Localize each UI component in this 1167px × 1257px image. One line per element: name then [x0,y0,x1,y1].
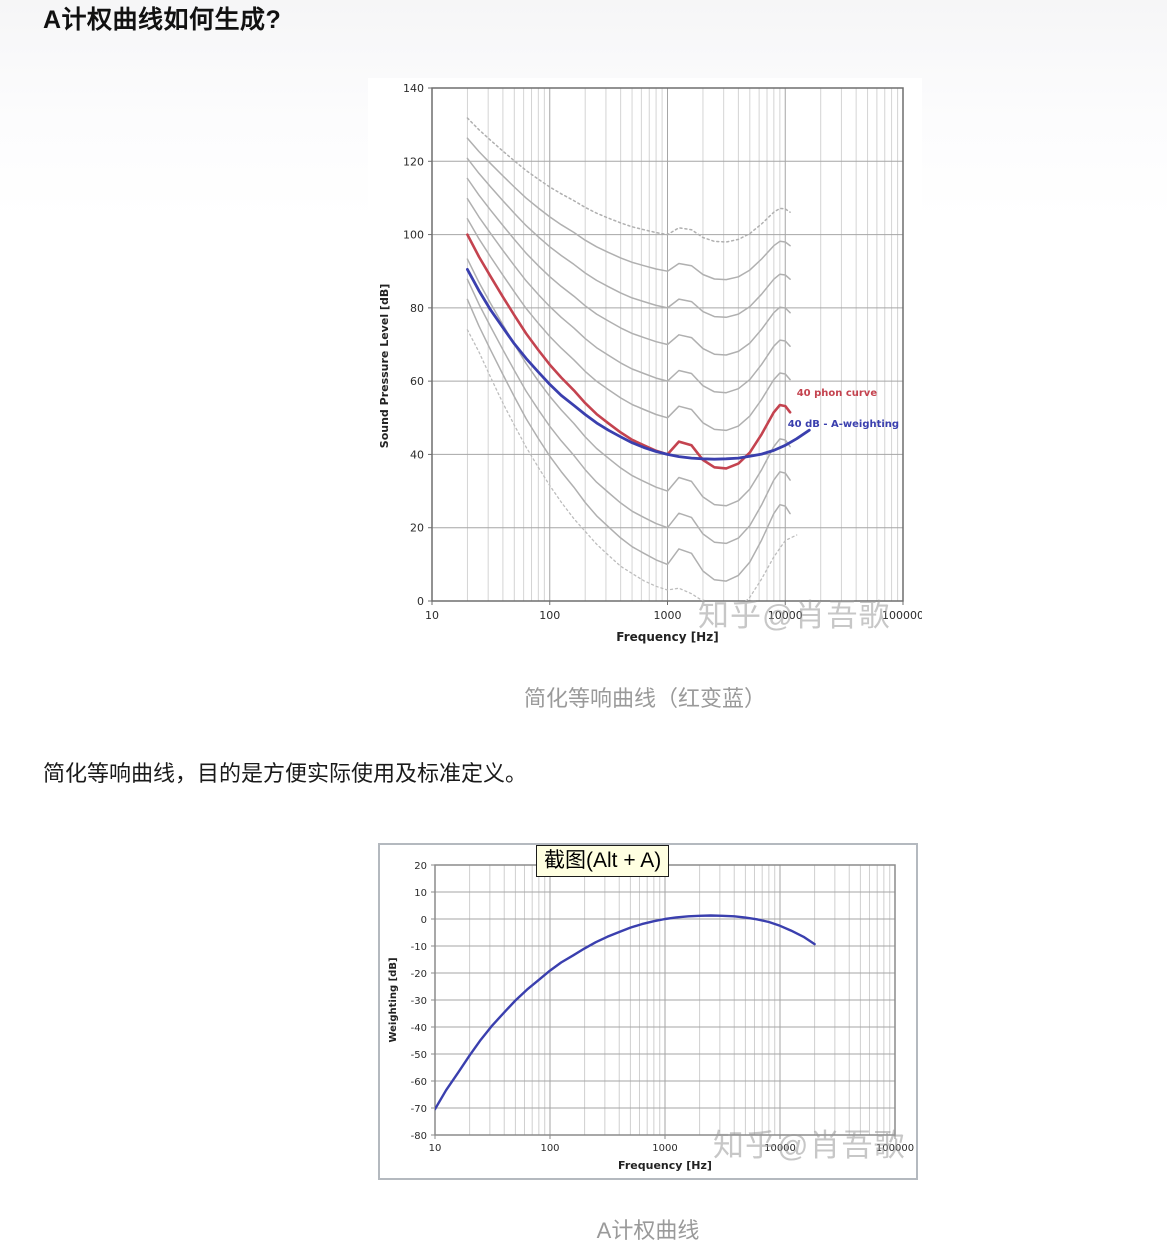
svg-text:1000: 1000 [654,609,682,622]
zhihu-watermark: 知乎@肖吾歌 [698,598,891,633]
zhihu-watermark: 知乎@肖吾歌 [713,1128,906,1163]
svg-text:10: 10 [414,888,427,899]
svg-text:0: 0 [417,595,424,608]
svg-text:100000: 100000 [876,1143,914,1154]
svg-text:-30: -30 [411,996,427,1007]
paragraph: 简化等响曲线，目的是方便实际使用及标准定义。 [43,761,528,786]
screenshot-tool-tooltip: 截图(Alt + A) [536,845,670,877]
equal-loudness-chart: 40 phon curve 40 dB - A-weighting 0 20 40 60 8… [368,78,922,658]
svg-text:-60: -60 [411,1077,427,1088]
equal-loudness-figure: 40 phon curve 40 dB - A-weighting 0 20 40 60 8… [368,78,922,658]
svg-text:60: 60 [410,375,424,388]
svg-text:120: 120 [403,155,424,168]
svg-text:100: 100 [403,229,424,242]
svg-text:10: 10 [425,609,439,622]
svg-text:0: 0 [421,915,427,926]
a-weighting-figure: 20 10 0 -10 -20 -30 -40 -50 -60 -70 -80 10 100 1000 10… [378,843,918,1180]
svg-text:10: 10 [429,1143,442,1154]
svg-text:1000: 1000 [652,1143,677,1154]
svg-text:Sound Pressure Level [dB]: Sound Pressure Level [dB] [378,284,391,448]
svg-text:80: 80 [410,302,424,315]
svg-text:Frequency [Hz]: Frequency [Hz] [618,1159,712,1172]
figure-caption-1: 简化等响曲线（红变蓝） [523,686,766,711]
svg-text:10000: 10000 [764,1143,796,1154]
svg-text:40: 40 [410,448,424,461]
svg-text:-10: -10 [411,942,427,953]
svg-text:20: 20 [414,861,427,872]
svg-text:-70: -70 [411,1104,427,1115]
svg-text:40 dB - A-weighting: 40 dB - A-weighting [788,419,899,430]
svg-text:100000: 100000 [882,609,922,622]
svg-text:-80: -80 [411,1131,427,1142]
page-title: A计权曲线如何生成? [43,6,282,34]
svg-text:-20: -20 [411,969,427,980]
figure-caption-2: A计权曲线 [596,1218,700,1243]
svg-text:Weighting [dB]: Weighting [dB] [388,957,399,1042]
svg-text:40 phon curve: 40 phon curve [797,388,878,399]
svg-text:10000: 10000 [768,609,803,622]
svg-text:20: 20 [410,522,424,535]
svg-text:-50: -50 [411,1050,427,1061]
svg-text:100: 100 [540,1143,559,1154]
svg-text:-40: -40 [411,1023,427,1034]
svg-text:100: 100 [539,609,560,622]
svg-text:Frequency [Hz]: Frequency [Hz] [616,630,718,644]
svg-text:140: 140 [403,82,424,95]
